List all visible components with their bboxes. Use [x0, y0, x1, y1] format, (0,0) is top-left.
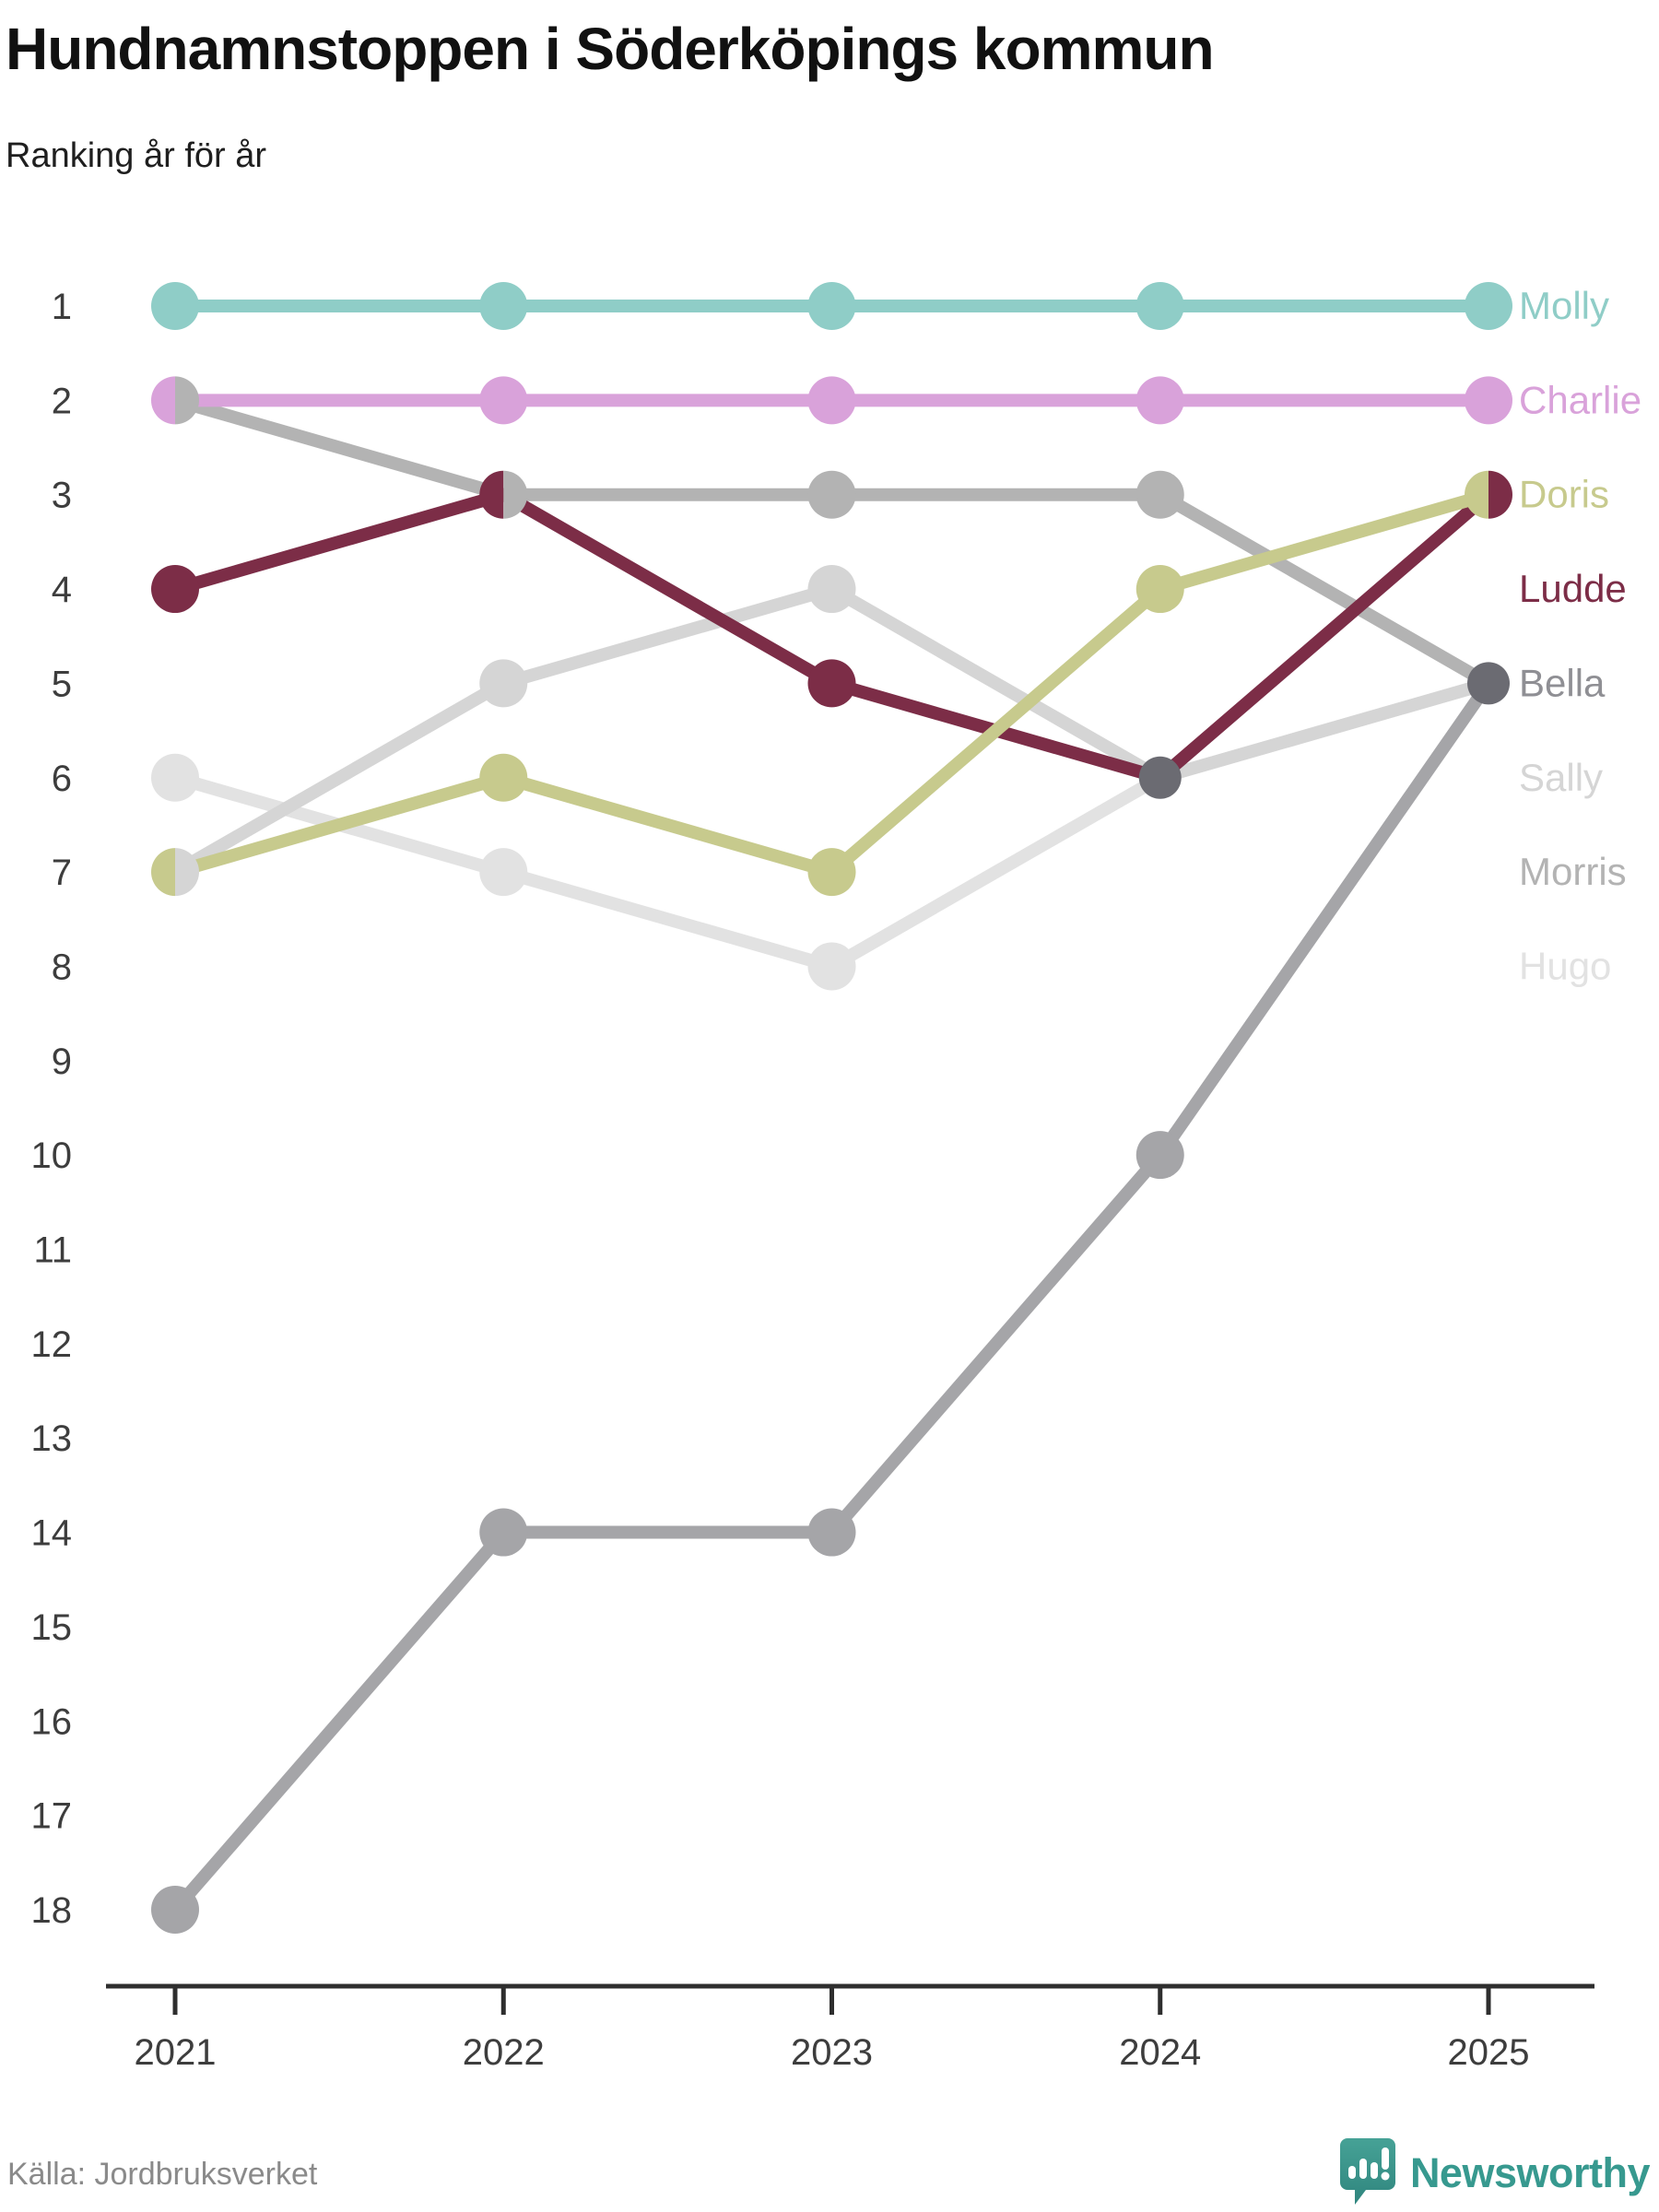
y-tick-label: 11 — [33, 1230, 72, 1271]
y-tick-label: 2 — [52, 381, 72, 421]
newsworthy-brand: Newsworthy — [1338, 2136, 1651, 2210]
page-subtitle: Ranking år för år — [6, 136, 267, 175]
y-tick-label: 1 — [52, 287, 72, 327]
newsworthy-brand-text: Newsworthy — [1409, 2149, 1651, 2196]
y-tick-label: 3 — [52, 476, 72, 516]
y-tick-label: 10 — [31, 1135, 73, 1176]
source-note: Källa: Jordbruksverket — [7, 2157, 318, 2192]
point-molly-2021 — [151, 282, 199, 330]
legend-label-charlie: Charlie — [1519, 378, 1641, 421]
x-tick-label: 2024 — [1119, 2032, 1201, 2073]
point-bella-2022 — [479, 1508, 528, 1557]
tie-point-right-morris — [175, 376, 199, 425]
y-tick-label: 16 — [31, 1701, 73, 1742]
point-molly-2025 — [1465, 282, 1512, 330]
point-charlie-2025 — [1465, 376, 1512, 425]
y-tick-label: 8 — [52, 947, 72, 987]
point-doris-2023 — [807, 848, 856, 897]
y-tick-label: 15 — [31, 1607, 73, 1648]
y-tick-label: 17 — [31, 1796, 73, 1837]
point-charlie-2023 — [807, 376, 856, 425]
point-hugo-2022 — [479, 848, 528, 897]
point-charlie-2022 — [479, 376, 528, 425]
point-molly-2024 — [1135, 282, 1184, 330]
y-tick-label: 6 — [52, 759, 72, 799]
y-tick-label: 12 — [31, 1324, 73, 1365]
point-bella-2024 — [1135, 1131, 1184, 1180]
page-title: Hundnamnstoppen i Söderköpings kommun — [6, 16, 1215, 82]
tie-point-right-morris — [503, 470, 528, 519]
y-tick-label: 7 — [52, 853, 72, 893]
y-tick-label: 13 — [31, 1418, 73, 1459]
point-charlie-2024 — [1135, 376, 1184, 425]
x-tick-label: 2025 — [1448, 2032, 1530, 2073]
tie-point-group-2024 — [1138, 756, 1182, 799]
y-tick-label: 18 — [31, 1890, 73, 1931]
legend-label-bella: Bella — [1519, 661, 1606, 704]
point-doris-2024 — [1135, 565, 1184, 614]
point-morris-2023 — [807, 470, 856, 519]
y-tick-label: 4 — [52, 570, 72, 610]
point-sally-2023 — [807, 565, 856, 614]
legend-label-hugo: Hugo — [1519, 944, 1611, 987]
series-line-hugo — [169, 677, 1495, 973]
point-hugo-2021 — [151, 753, 199, 802]
y-tick-label: 5 — [52, 664, 72, 704]
point-molly-2022 — [479, 282, 528, 330]
x-tick-label: 2021 — [135, 2032, 217, 2073]
legend-label-sally: Sally — [1519, 756, 1603, 799]
series-line-morris — [169, 394, 1495, 690]
point-bella-2021 — [151, 1885, 199, 1934]
y-tick-label: 14 — [31, 1513, 73, 1554]
newsworthy-logo-icon — [1339, 2138, 1395, 2205]
point-bella-2023 — [807, 1508, 856, 1557]
point-molly-2023 — [807, 282, 856, 330]
point-ludde-2023 — [807, 659, 856, 708]
legend-label-ludde: Ludde — [1519, 567, 1627, 610]
x-tick-label: 2022 — [463, 2032, 545, 2073]
point-hugo-2023 — [807, 942, 856, 991]
point-morris-2024 — [1135, 470, 1184, 519]
legend-label-morris: Morris — [1519, 850, 1627, 893]
tie-point-left-charlie — [151, 376, 175, 425]
legend-label-molly: Molly — [1519, 284, 1609, 327]
point-ludde-2021 — [151, 565, 199, 614]
tie-point-right-sally — [175, 848, 199, 897]
point-sally-2022 — [479, 659, 528, 708]
x-tick-label: 2023 — [791, 2032, 873, 2073]
tie-point-left-doris — [1465, 470, 1488, 519]
legend-label-doris: Doris — [1519, 473, 1609, 516]
tie-point-right-ludde — [1488, 470, 1512, 519]
tie-point-group-2025 — [1467, 662, 1510, 705]
point-doris-2022 — [479, 753, 528, 802]
y-tick-label: 9 — [52, 1041, 72, 1082]
tie-point-left-ludde — [479, 470, 504, 519]
tie-point-left-doris — [151, 848, 175, 897]
